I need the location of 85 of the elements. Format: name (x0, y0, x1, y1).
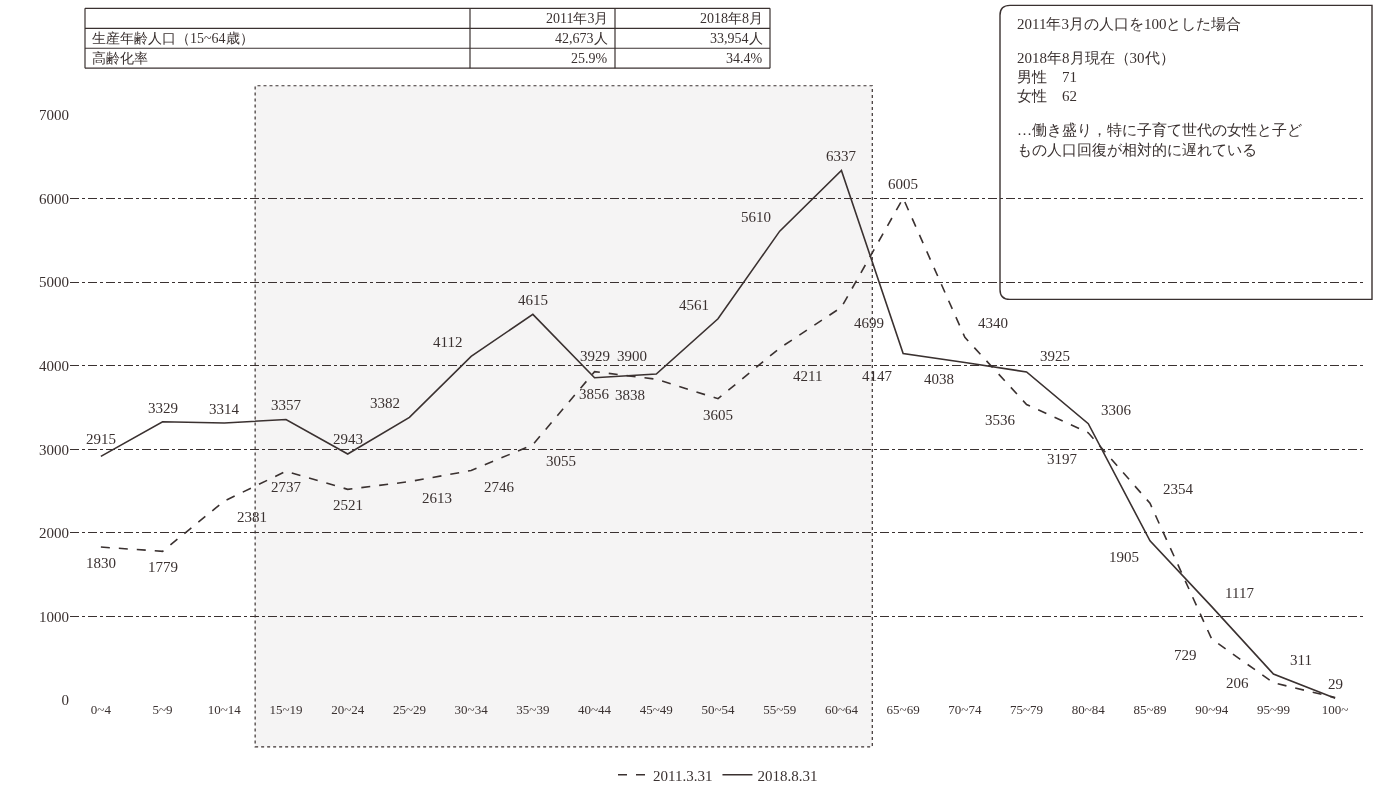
data-label: 4615 (518, 292, 548, 308)
data-label: 3329 (148, 400, 178, 416)
data-label: 3314 (209, 401, 240, 417)
data-label: 1905 (1109, 549, 1139, 565)
data-label: 4561 (679, 297, 709, 313)
legend-label: 2018.8.31 (757, 767, 818, 784)
data-label: 729 (1174, 647, 1197, 663)
y-tick-label: 2000 (39, 525, 69, 542)
x-tick-label: 45~49 (639, 702, 673, 717)
text: 42,673人 (555, 31, 608, 46)
text: 高齢化率 (92, 51, 148, 66)
data-label: 2943 (333, 431, 363, 447)
data-label: 3925 (1040, 348, 1070, 364)
x-tick-label: 65~69 (886, 702, 920, 717)
y-tick-label: 0 (61, 692, 69, 709)
x-tick-label: 35~39 (516, 702, 550, 717)
data-label: 4038 (924, 371, 954, 387)
data-label: 3382 (370, 395, 400, 411)
data-label: 5610 (741, 209, 771, 225)
x-tick-label: 70~74 (948, 702, 982, 717)
y-tick-label: 6000 (39, 190, 69, 207)
data-label: 3838 (615, 387, 645, 403)
data-label: 6005 (888, 176, 918, 192)
x-tick-label: 10~14 (207, 702, 242, 717)
data-label: 6337 (826, 148, 857, 164)
text: 女性 62 (1017, 88, 1077, 104)
y-tick-label: 5000 (39, 274, 69, 291)
data-label: 4112 (433, 334, 463, 350)
text: 生産年齢人口（15~64歳） (92, 31, 254, 46)
data-label: 3856 (579, 386, 610, 402)
text: 33,954人 (710, 31, 763, 46)
x-tick-label: 30~34 (454, 702, 489, 717)
text: 34.4% (726, 51, 763, 66)
data-label: 311 (1290, 652, 1312, 668)
x-tick-label: 100~ (1321, 702, 1349, 717)
data-label: 2915 (86, 431, 116, 447)
x-tick-label: 80~84 (1071, 702, 1106, 717)
data-label: 2746 (484, 479, 515, 495)
data-label: 1830 (86, 555, 116, 571)
x-tick-label: 75~79 (1010, 702, 1044, 717)
data-label: 4211 (793, 368, 823, 384)
data-label: 4340 (978, 315, 1008, 331)
x-tick-label: 5~9 (152, 702, 173, 717)
data-label: 3306 (1101, 402, 1132, 418)
text: 2011年3月 (546, 11, 609, 26)
legend-label: 2011.3.31 (653, 767, 713, 784)
x-tick-label: 50~54 (701, 702, 736, 717)
data-label: 206 (1226, 675, 1249, 691)
y-tick-label: 3000 (39, 441, 69, 458)
x-tick-label: 40~44 (578, 702, 612, 717)
y-tick-label: 4000 (39, 357, 69, 374)
data-label: 1779 (148, 559, 178, 575)
x-tick-label: 60~64 (824, 702, 859, 717)
data-label: 4699 (854, 315, 884, 331)
data-label: 1117 (1225, 585, 1255, 601)
data-label: 3929 (580, 348, 610, 364)
x-tick-label: 0~4 (90, 702, 112, 717)
text: 2018年8月 (700, 11, 763, 26)
data-label: 2354 (1163, 481, 1194, 497)
data-label: 2521 (333, 497, 363, 513)
text: 2011年3月の人口を100とした場合 (1017, 16, 1242, 32)
x-tick-label: 90~94 (1195, 702, 1229, 717)
x-tick-label: 85~89 (1133, 702, 1167, 717)
data-label: 3197 (1047, 451, 1078, 467)
x-tick-label: 15~19 (269, 702, 303, 717)
y-tick-label: 1000 (39, 608, 69, 625)
y-tick-label: 7000 (39, 107, 69, 124)
annotation: …働き盛り，特に子育て世代の女性と子どもの人口回復が相対的に遅れている (1017, 122, 1302, 158)
x-tick-label: 95~99 (1256, 702, 1290, 717)
data-label: 2737 (271, 479, 302, 495)
x-tick-label: 25~29 (392, 702, 426, 717)
data-label: 4147 (862, 368, 893, 384)
data-label: 3357 (271, 397, 302, 413)
text: 男性 71 (1017, 69, 1077, 85)
data-label: 3055 (546, 453, 576, 469)
text: 2018年8月現在（30代） (1017, 50, 1175, 66)
x-tick-label: 20~24 (331, 702, 365, 717)
data-label: 3536 (985, 412, 1016, 428)
x-tick-label: 55~59 (763, 702, 797, 717)
data-label: 3605 (703, 407, 733, 423)
data-label: 3900 (617, 348, 647, 364)
data-label: 2613 (422, 490, 452, 506)
data-label: 29 (1328, 676, 1343, 692)
data-label: 2381 (237, 509, 267, 525)
text: 25.9% (571, 51, 608, 66)
